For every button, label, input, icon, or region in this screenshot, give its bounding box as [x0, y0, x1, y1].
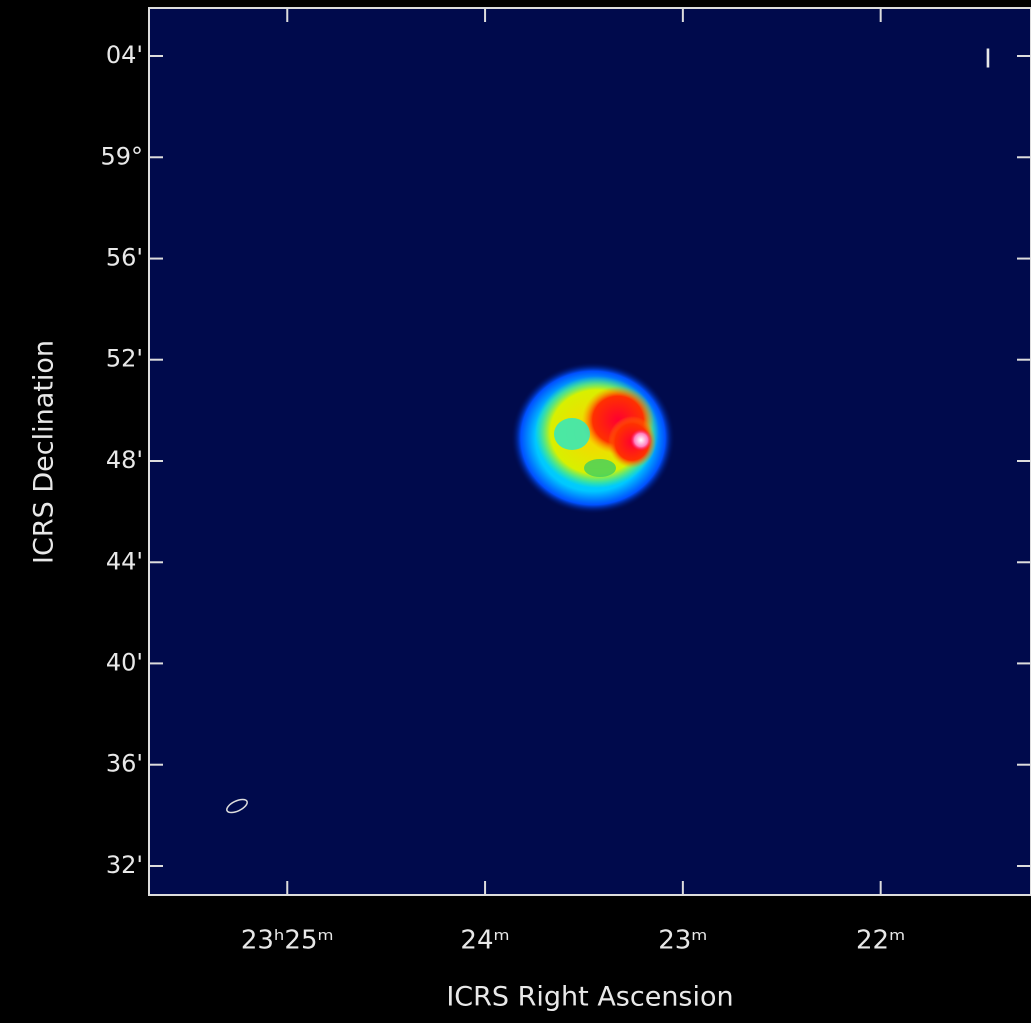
y-tick-label: 48'	[106, 446, 143, 474]
chart: I ICRS Right Ascension ICRS Declination …	[0, 0, 1031, 1023]
y-tick-label: 56'	[106, 244, 143, 272]
source-image	[511, 362, 675, 514]
x-axis-label: ICRS Right Ascension	[446, 982, 733, 1013]
y-tick-label: 04'	[106, 41, 143, 69]
y-tick-label: 52'	[106, 345, 143, 373]
x-tick-label: 24ᵐ	[460, 926, 509, 956]
x-tick-label: 23ᵐ	[658, 926, 707, 956]
y-tick-label: 44'	[106, 547, 143, 575]
y-tick-label: 32'	[106, 851, 143, 879]
y-tick-label: 36'	[106, 750, 143, 778]
x-tick-label: 23ʰ25ᵐ	[241, 926, 334, 956]
stokes-label: I	[984, 45, 992, 75]
y-tick-label: 40'	[106, 648, 143, 676]
y-axis-label: ICRS Declination	[29, 340, 60, 564]
y-tick-label: 59°	[100, 142, 143, 170]
x-tick-label: 22ᵐ	[856, 926, 905, 956]
